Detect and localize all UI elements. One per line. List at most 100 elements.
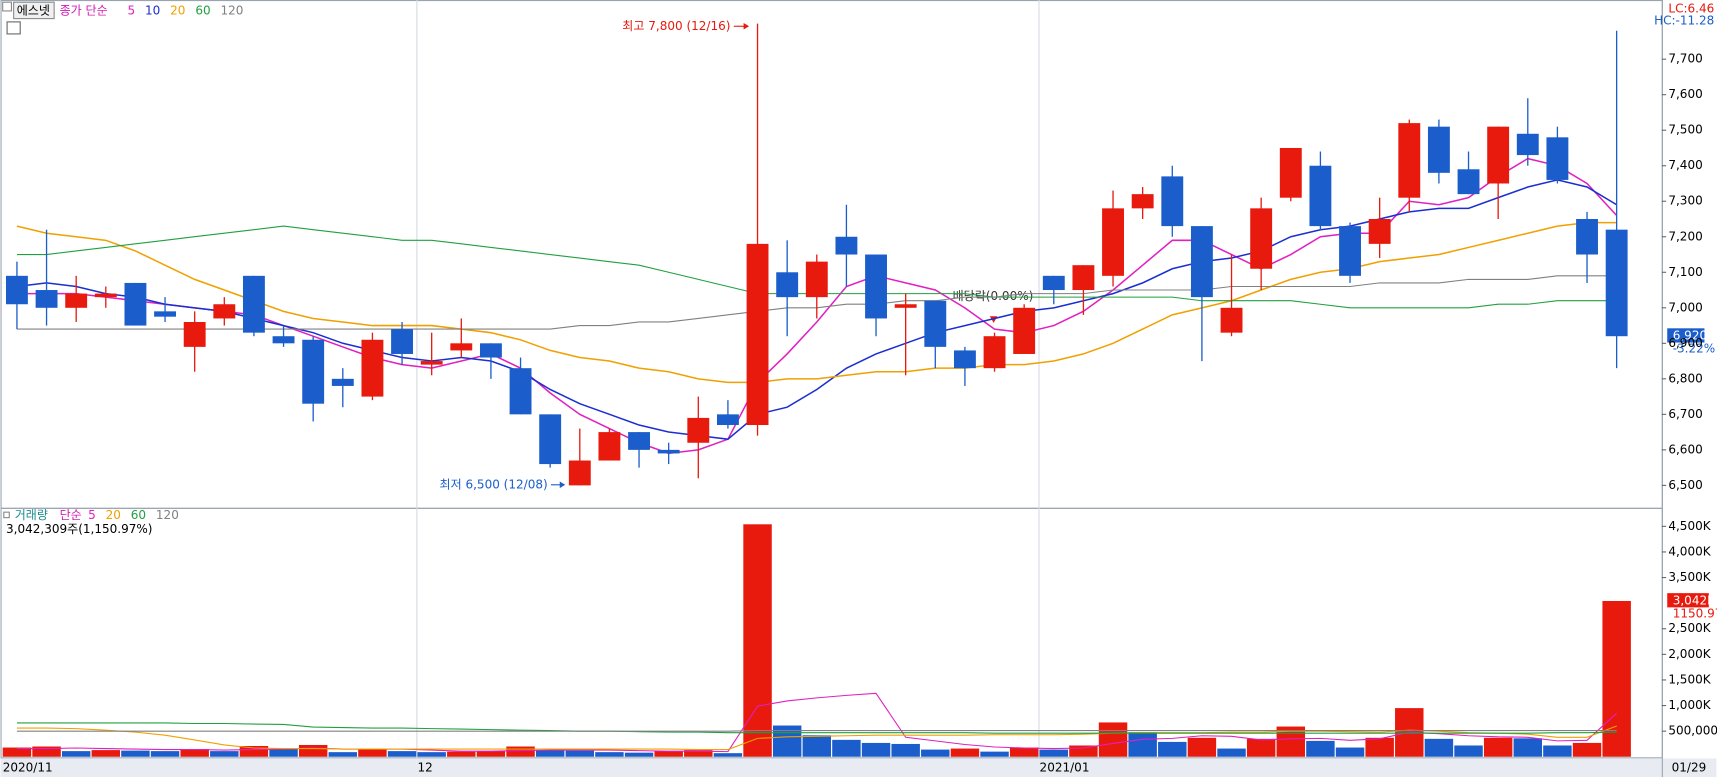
y-tick-label: 7,400 xyxy=(1668,158,1702,172)
moving-average-line xyxy=(16,692,1618,753)
candle-body xyxy=(539,414,562,465)
candle-body xyxy=(1487,126,1510,184)
volume-bar xyxy=(535,750,565,757)
legend-entry: 120 xyxy=(220,3,243,17)
panel-icon[interactable] xyxy=(2,1,13,12)
candle-body xyxy=(1368,219,1391,244)
candle-body xyxy=(746,243,769,426)
candle-body xyxy=(894,304,917,308)
volume-bar xyxy=(684,750,713,757)
candle-body xyxy=(1339,226,1361,276)
volume-bar xyxy=(891,743,920,757)
volume-bar xyxy=(950,748,980,757)
volume-bar xyxy=(1543,745,1572,757)
candle-body xyxy=(1220,307,1243,333)
dividend-annotation: 배당락(0.00%) xyxy=(953,289,1034,303)
x-tick-label: 01/29 xyxy=(1672,761,1707,775)
candle-body xyxy=(5,275,28,305)
candle-body xyxy=(1102,208,1124,276)
volume-bar xyxy=(624,752,654,757)
candle-body xyxy=(1516,133,1539,156)
y-tick-label: 6,600 xyxy=(1668,442,1702,456)
y-tick-label: 6,800 xyxy=(1668,371,1702,385)
legend-entry: 20 xyxy=(170,3,185,17)
y-tick-label: 7,300 xyxy=(1668,194,1702,208)
moving-average-line xyxy=(16,730,1617,732)
volume-bar xyxy=(91,750,121,757)
candle-body xyxy=(154,311,176,317)
legend-entry: 60 xyxy=(195,3,210,17)
x-tick-label: 2021/01 xyxy=(1040,761,1090,775)
y-tick-label: 1,000K xyxy=(1668,698,1711,712)
volume-bar xyxy=(921,749,950,757)
volume-bar xyxy=(1335,747,1365,757)
volume-bar xyxy=(565,750,595,757)
hc-label: HC:-11.28 xyxy=(1654,13,1714,27)
volume-bar xyxy=(298,744,328,757)
candle-body xyxy=(568,460,591,486)
candle-body xyxy=(479,343,502,358)
plot-area xyxy=(2,0,1667,759)
candle-body xyxy=(361,339,384,397)
candle-body xyxy=(1250,208,1273,269)
volume-bar xyxy=(506,746,535,757)
volume-bar xyxy=(358,749,387,757)
volume-bar xyxy=(2,747,32,757)
candle-body xyxy=(1427,126,1450,173)
y-tick-label: 2,000K xyxy=(1668,647,1711,661)
volume-bar xyxy=(1069,745,1098,757)
candle-body xyxy=(302,339,325,404)
y-tick-label: 4,000K xyxy=(1668,544,1711,558)
y-tick-label: 4,500K xyxy=(1668,519,1711,533)
lc-label: LC:6.46 xyxy=(1668,1,1714,15)
panel-icon[interactable] xyxy=(3,511,10,519)
candle-body xyxy=(1190,226,1213,298)
y-tick-label: 500,000 xyxy=(1668,724,1717,738)
volume-bar xyxy=(1187,737,1217,757)
candle-body xyxy=(924,300,947,347)
volume-bar xyxy=(61,751,91,757)
table-icon[interactable] xyxy=(6,21,21,35)
volume-bar xyxy=(328,752,358,757)
y-tick-label: 7,600 xyxy=(1668,87,1702,101)
volume-bar xyxy=(1098,722,1128,757)
volume-summary: 3,042,309주(1,150.97%) xyxy=(6,522,153,536)
volume-bar xyxy=(1365,737,1394,757)
volume-bar xyxy=(1424,738,1454,757)
candle-body xyxy=(805,261,828,298)
y-tick-label: 7,100 xyxy=(1668,265,1702,279)
volume-bar xyxy=(1039,749,1069,757)
candle-body xyxy=(1072,265,1095,291)
x-tick-label: 2020/11 xyxy=(3,761,53,775)
candle-body xyxy=(94,293,117,298)
last-price-tag xyxy=(1667,328,1705,343)
volume-bar xyxy=(1513,738,1543,757)
candle-body xyxy=(242,275,265,333)
moving-average-line xyxy=(16,725,1617,751)
change-label: -3.22% xyxy=(1673,342,1716,356)
high-annotation: 최고 7,800 (12/16) xyxy=(622,19,730,33)
volume-bar xyxy=(180,749,209,757)
y-tick-label: 3,500K xyxy=(1668,570,1711,584)
candle-body xyxy=(1279,147,1302,198)
volume-bar xyxy=(210,751,239,757)
stock-name-box[interactable] xyxy=(13,1,55,20)
y-tick-label: 7,000 xyxy=(1668,300,1702,314)
volume-bar xyxy=(1009,747,1039,757)
candle-body xyxy=(1309,165,1332,227)
volume-legend: 5 20 60 120 xyxy=(88,508,179,522)
legend-entry: 10 xyxy=(145,3,160,17)
x-tick-label: 12 xyxy=(417,761,432,775)
candle-body xyxy=(65,293,88,308)
candle-body xyxy=(716,414,739,426)
candle-body xyxy=(1042,275,1065,291)
volume-bar xyxy=(447,751,476,757)
volume-bar xyxy=(1306,740,1335,757)
last-volume-tag xyxy=(1667,593,1709,608)
stock-name: 에스넷 xyxy=(17,3,50,17)
candle-body xyxy=(272,336,295,344)
volume-bar xyxy=(861,742,891,757)
volume-bar xyxy=(654,751,683,757)
candle-body xyxy=(865,254,887,319)
